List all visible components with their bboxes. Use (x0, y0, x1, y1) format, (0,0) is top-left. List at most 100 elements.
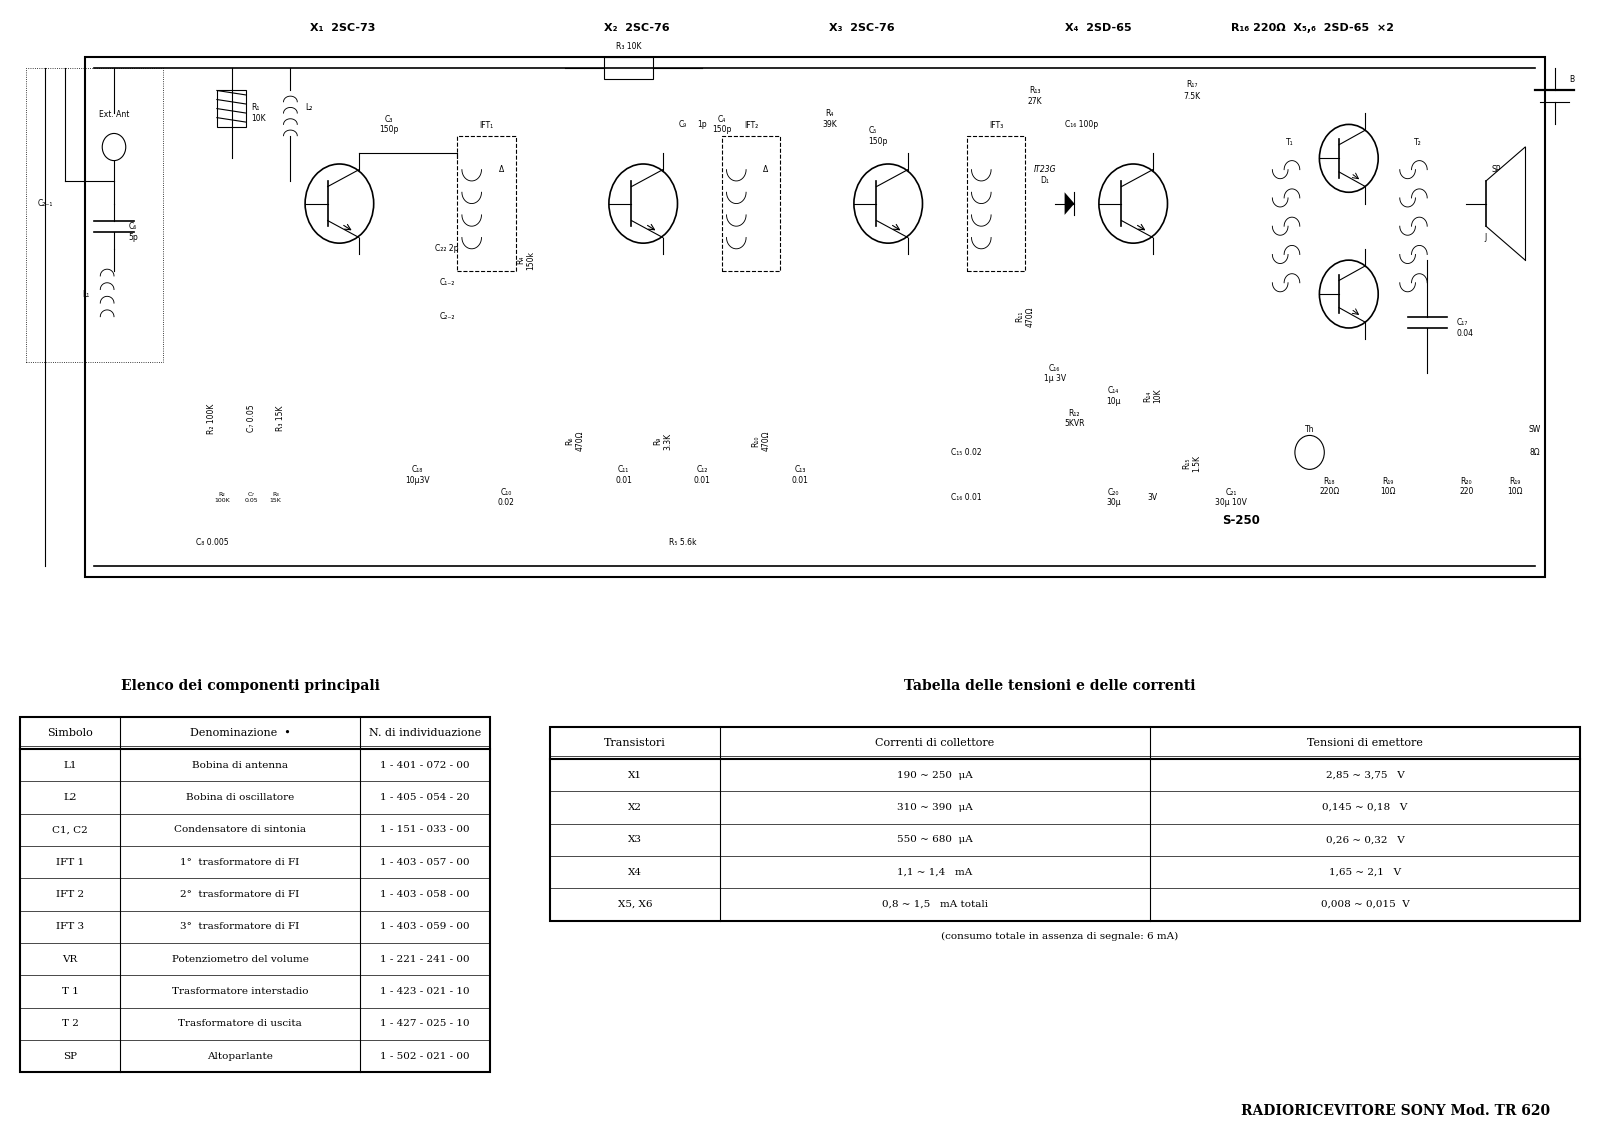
Bar (722, 136, 781, 271)
Bar (85, 57, 1546, 577)
Text: 0,26 ~ 0,32   V: 0,26 ~ 0,32 V (1326, 836, 1405, 845)
Text: X₁  2SC-73: X₁ 2SC-73 (310, 24, 376, 33)
Text: R₁₁
470Ω: R₁₁ 470Ω (1016, 307, 1035, 327)
Text: 0,008 ~ 0,015  V: 0,008 ~ 0,015 V (1320, 900, 1410, 909)
Text: Δ: Δ (499, 165, 504, 174)
Text: R₁₄
10K: R₁₄ 10K (1142, 389, 1163, 403)
Text: 1,1 ~ 1,4   mA: 1,1 ~ 1,4 mA (898, 867, 973, 877)
Text: X3: X3 (627, 836, 642, 845)
Text: 1,65 ~ 2,1   V: 1,65 ~ 2,1 V (1330, 867, 1402, 877)
Text: C₂₀
30μ: C₂₀ 30μ (1106, 487, 1122, 508)
Polygon shape (1064, 192, 1075, 215)
Text: C1, C2: C1, C2 (53, 826, 88, 835)
Text: R₄
150k: R₄ 150k (515, 251, 536, 269)
Text: R₃ 15K: R₃ 15K (277, 406, 285, 431)
Text: R₄: R₄ (826, 109, 834, 118)
Text: 2,85 ~ 3,75   V: 2,85 ~ 3,75 V (1326, 770, 1405, 779)
Text: 39K: 39K (822, 120, 837, 129)
Text: C₁₇: C₁₇ (1456, 318, 1467, 327)
Text: IFT₂: IFT₂ (744, 121, 758, 130)
Text: C₁₈
10μ3V: C₁₈ 10μ3V (405, 465, 430, 485)
Text: C₇
0.05: C₇ 0.05 (245, 492, 258, 503)
Text: Tensioni di emettore: Tensioni di emettore (1307, 737, 1422, 748)
Text: R₁₇: R₁₇ (1186, 80, 1198, 89)
Text: 0,145 ~ 0,18   V: 0,145 ~ 0,18 V (1322, 803, 1408, 812)
Text: 1 - 151 - 033 - 00: 1 - 151 - 033 - 00 (381, 826, 470, 835)
Text: C₁₃
0.01: C₁₃ 0.01 (792, 465, 808, 485)
Bar (218, 90, 246, 127)
Text: 1 - 403 - 058 - 00: 1 - 403 - 058 - 00 (381, 890, 470, 899)
Text: R₁₉
10Ω: R₁₉ 10Ω (1381, 476, 1395, 497)
Text: 310 ~ 390  μA: 310 ~ 390 μA (898, 803, 973, 812)
Text: 7.5K: 7.5K (1184, 92, 1200, 101)
Text: IT23G: IT23G (1034, 165, 1056, 174)
Text: Bobina di antenna: Bobina di antenna (192, 761, 288, 769)
Text: L1: L1 (64, 761, 77, 769)
Text: Transistori: Transistori (605, 737, 666, 748)
Text: 1 - 502 - 021 - 00: 1 - 502 - 021 - 00 (381, 1052, 470, 1061)
Text: C₇ 0.05: C₇ 0.05 (246, 405, 256, 432)
Text: C₂₂ 2p: C₂₂ 2p (435, 244, 459, 253)
Text: R₁₉
10Ω: R₁₉ 10Ω (1507, 476, 1523, 497)
Text: Condensatore di sintonia: Condensatore di sintonia (174, 826, 306, 835)
Text: Tabella delle tensioni e delle correnti: Tabella delle tensioni e delle correnti (904, 680, 1195, 693)
Text: C₁₁
0.01: C₁₁ 0.01 (614, 465, 632, 485)
Bar (966, 136, 1026, 271)
Text: C₈ 0.005: C₈ 0.005 (195, 538, 229, 547)
Text: X₃  2SC-76: X₃ 2SC-76 (829, 24, 894, 33)
Text: 2°  trasformatore di FI: 2° trasformatore di FI (181, 890, 299, 899)
Text: Denominazione  •: Denominazione • (190, 727, 290, 737)
Text: T₁: T₁ (1286, 138, 1294, 147)
Text: C₂₁
30μ 10V: C₂₁ 30μ 10V (1216, 487, 1246, 508)
Text: IFT 3: IFT 3 (56, 923, 85, 931)
Text: X₄  2SD-65: X₄ 2SD-65 (1064, 24, 1131, 33)
Text: 8Ω: 8Ω (1530, 448, 1541, 457)
Text: C₂₋₁: C₂₋₁ (38, 199, 53, 208)
Text: Simbolo: Simbolo (46, 727, 93, 737)
Text: 1 - 221 - 241 - 00: 1 - 221 - 241 - 00 (381, 955, 470, 964)
Bar (550, 727, 1581, 921)
Text: Ext. Ant: Ext. Ant (99, 110, 130, 119)
Text: Trasformatore interstadio: Trasformatore interstadio (171, 987, 309, 996)
Bar (458, 136, 515, 271)
Text: R₁₆ 220Ω  X₅,₆  2SD-65  ×2: R₁₆ 220Ω X₅,₆ 2SD-65 ×2 (1232, 24, 1394, 33)
Text: 1 - 403 - 057 - 00: 1 - 403 - 057 - 00 (381, 857, 470, 866)
Text: C₂₋₂: C₂₋₂ (440, 312, 454, 321)
Text: C₁₅ 0.02: C₁₅ 0.02 (952, 448, 982, 457)
Text: Bobina di oscillatore: Bobina di oscillatore (186, 793, 294, 802)
Text: R₃
15K: R₃ 15K (270, 492, 282, 503)
Text: X2: X2 (627, 803, 642, 812)
Text: L2: L2 (64, 793, 77, 802)
Text: C₁₄
10μ: C₁₄ 10μ (1106, 386, 1122, 406)
Text: R₁: R₁ (251, 103, 259, 112)
Text: (consumo totale in assenza di segnale: 6 mA): (consumo totale in assenza di segnale: 6… (941, 931, 1179, 941)
Text: Elenco dei componenti principali: Elenco dei componenti principali (120, 680, 379, 693)
Text: R₁₃: R₁₃ (1029, 86, 1042, 95)
Text: Th: Th (1306, 425, 1314, 434)
Text: R₂₀
220: R₂₀ 220 (1459, 476, 1474, 497)
Text: SW: SW (1530, 425, 1541, 434)
Text: 550 ~ 680  μA: 550 ~ 680 μA (898, 836, 973, 845)
Bar (605, 57, 653, 79)
Text: C₁₂
0.01: C₁₂ 0.01 (693, 465, 710, 485)
Text: RADIORICEVITORE SONY Mod. TR 620: RADIORICEVITORE SONY Mod. TR 620 (1242, 1104, 1550, 1117)
Text: 1 - 405 - 054 - 20: 1 - 405 - 054 - 20 (381, 793, 470, 802)
Text: R₃ 10K: R₃ 10K (616, 42, 642, 51)
Text: D₁: D₁ (1040, 176, 1050, 185)
Text: Trasformatore di uscita: Trasformatore di uscita (178, 1019, 302, 1028)
Text: T 1: T 1 (61, 987, 78, 996)
Text: C₅: C₅ (869, 126, 877, 135)
Text: C₁₆
1μ 3V: C₁₆ 1μ 3V (1043, 363, 1066, 383)
Text: IFT₁: IFT₁ (480, 121, 493, 130)
Text: 3°  trasformatore di FI: 3° trasformatore di FI (181, 923, 299, 931)
Text: C₁₋₂: C₁₋₂ (440, 278, 454, 287)
Text: 27K: 27K (1027, 97, 1043, 106)
Text: R₁₅
1.5K: R₁₅ 1.5K (1182, 455, 1202, 473)
Text: 150p: 150p (869, 137, 888, 146)
Text: 190 ~ 250  μA: 190 ~ 250 μA (898, 770, 973, 779)
Text: R₂
100K: R₂ 100K (214, 492, 230, 503)
Text: C₁₀
0.02: C₁₀ 0.02 (498, 487, 515, 508)
Text: R₁₂
5KVR: R₁₂ 5KVR (1064, 408, 1085, 429)
Text: 1°  trasformatore di FI: 1° trasformatore di FI (181, 857, 299, 866)
Text: R₉
3.3K: R₉ 3.3K (653, 432, 672, 450)
